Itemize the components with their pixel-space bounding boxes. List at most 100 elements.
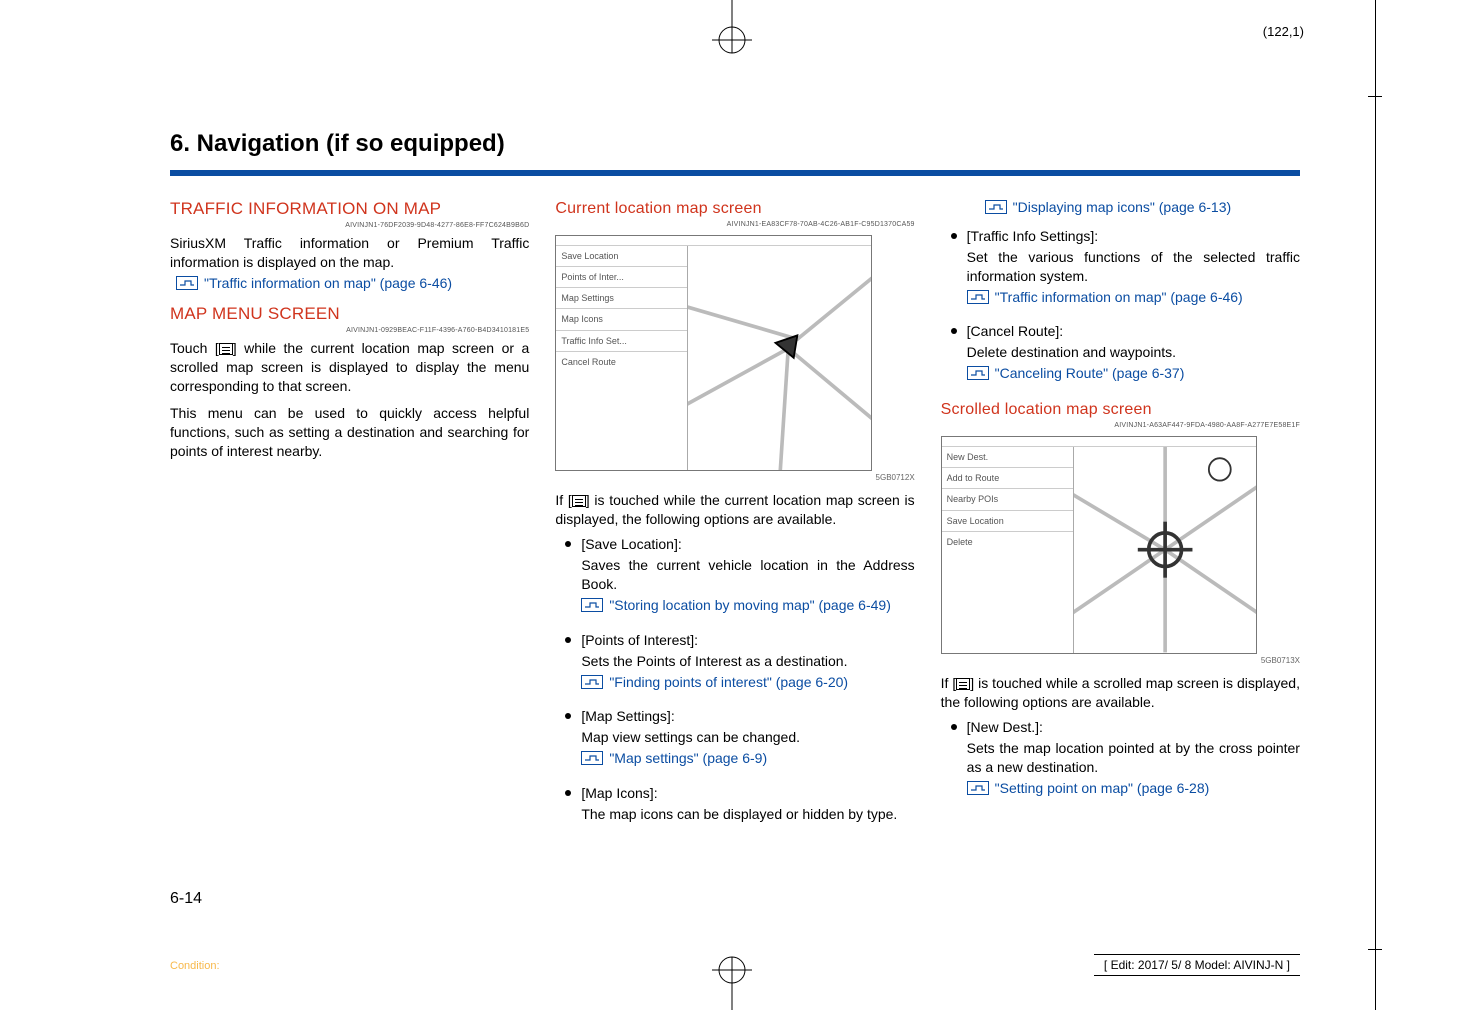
ref-link: "Map settings" (page 6-9) (581, 749, 914, 768)
bullet-desc: The map icons can be displayed or hidden… (581, 805, 914, 824)
bullet-dot-icon (565, 541, 571, 547)
bullet-item: [Cancel Route]: Delete destination and w… (951, 322, 1300, 393)
page-ref: (122,1) (1263, 24, 1304, 39)
hand-point-icon (581, 598, 603, 612)
ref-link: "Finding points of interest" (page 6-20) (581, 673, 914, 692)
bullet-desc: Set the various functions of the selecte… (967, 248, 1300, 286)
hand-point-icon (967, 781, 989, 795)
screenshot-map (1074, 447, 1256, 652)
ss-menu-item: Save Location (942, 511, 1073, 532)
ref-text: "Finding points of interest" (page 6-20) (609, 673, 848, 692)
ss-menu-item: Cancel Route (556, 352, 687, 372)
hand-point-icon (967, 366, 989, 380)
ref-text: "Traffic information on map" (page 6-46) (204, 274, 452, 293)
hand-point-icon (581, 751, 603, 765)
crop-mark-bottom (702, 949, 762, 1010)
paragraph: If [] is touched while the current locat… (555, 491, 914, 529)
bullet-label: [Cancel Route]: (967, 322, 1300, 341)
bullet-dot-icon (951, 328, 957, 334)
bullet-dot-icon (565, 637, 571, 643)
column-3: "Displaying map icons" (page 6-13) [Traf… (941, 198, 1300, 826)
ref-text: "Storing location by moving map" (page 6… (609, 596, 891, 615)
heading-traffic-info: TRAFFIC INFORMATION ON MAP (170, 198, 529, 221)
ss-menu-item: Map Icons (556, 309, 687, 330)
bullet-item: [Traffic Info Settings]: Set the various… (951, 227, 1300, 317)
ss-menu-item: Map Settings (556, 288, 687, 309)
bullet-desc: Sets the Points of Interest as a destina… (581, 652, 914, 671)
guid: AIVINJN1-EA83CF78-70AB-4C26-AB1F-C95D137… (555, 220, 914, 229)
hand-point-icon (967, 290, 989, 304)
hand-point-icon (985, 200, 1007, 214)
bullet-desc: Saves the current vehicle location in th… (581, 556, 914, 594)
bullet-item: [Points of Interest]: Sets the Points of… (565, 631, 914, 702)
ss-menu-item: Delete (942, 532, 1073, 552)
bullet-dot-icon (565, 790, 571, 796)
ss-menu-item: New Dest. (942, 447, 1073, 468)
bullet-item: [New Dest.]: Sets the map location point… (951, 718, 1300, 808)
screenshot-current-location: Save Location Points of Inter... Map Set… (555, 235, 871, 471)
content-frame: 6. Navigation (if so equipped) TRAFFIC I… (170, 130, 1300, 826)
edit-info: [ Edit: 2017/ 5/ 8 Model: AIVINJ-N ] (1094, 954, 1300, 976)
guid: AIVINJN1-0929BEAC-F11F-4396-A760-B4D3410… (170, 326, 529, 335)
bullet-item: [Map Icons]: The map icons can be displa… (565, 784, 914, 824)
ref-text: "Setting point on map" (page 6-28) (995, 779, 1210, 798)
screenshot-map (688, 246, 870, 470)
bullet-label: [Save Location]: (581, 535, 914, 554)
screenshot-menu-list: New Dest. Add to Route Nearby POIs Save … (942, 447, 1074, 652)
heading-current-location: Current location map screen (555, 198, 914, 220)
ref-text: "Canceling Route" (page 6-37) (995, 364, 1185, 383)
ref-link: "Displaying map icons" (page 6-13) (985, 198, 1300, 217)
condition-label: Condition: (170, 960, 220, 972)
crop-mark-top (702, 0, 762, 61)
ss-menu-item: Save Location (556, 246, 687, 267)
bullet-label: [Traffic Info Settings]: (967, 227, 1300, 246)
column-1: TRAFFIC INFORMATION ON MAP AIVINJN1-76DF… (170, 198, 529, 826)
ref-text: "Displaying map icons" (page 6-13) (1013, 198, 1232, 217)
bullet-label: [New Dest.]: (967, 718, 1300, 737)
ref-link: "Traffic information on map" (page 6-46) (176, 274, 529, 293)
ref-link: "Storing location by moving map" (page 6… (581, 596, 914, 615)
bullet-item: [Save Location]: Saves the current vehic… (565, 535, 914, 625)
guid: AIVINJN1-A63AF447-9FDA-4980-AA8F-A277E7E… (941, 421, 1300, 430)
heading-map-menu: MAP MENU SCREEN (170, 303, 529, 326)
bullet-desc: Map view settings can be changed. (581, 728, 914, 747)
bullet-label: [Points of Interest]: (581, 631, 914, 650)
columns: TRAFFIC INFORMATION ON MAP AIVINJN1-76DF… (170, 198, 1300, 826)
page-number: 6-14 (170, 890, 202, 908)
ref-text: "Traffic information on map" (page 6-46) (995, 288, 1243, 307)
bullet-dot-icon (565, 713, 571, 719)
bullet-dot-icon (951, 233, 957, 239)
paragraph: Touch [] while the current location map … (170, 339, 529, 396)
hand-point-icon (581, 675, 603, 689)
hand-point-icon (176, 276, 198, 290)
crop-mark-right (1375, 0, 1376, 1010)
text: ] is touched while a scrolled map screen… (941, 675, 1300, 710)
paragraph: SiriusXM Traffic information or Premium … (170, 234, 529, 272)
ref-text: "Map settings" (page 6-9) (609, 749, 767, 768)
bullet-label: [Map Settings]: (581, 707, 914, 726)
ref-link: "Traffic information on map" (page 6-46) (967, 288, 1300, 307)
screenshot-scrolled-location: New Dest. Add to Route Nearby POIs Save … (941, 436, 1257, 653)
ref-link: "Setting point on map" (page 6-28) (967, 779, 1300, 798)
ss-menu-item: Add to Route (942, 468, 1073, 489)
text: If [ (941, 675, 957, 691)
text: If [ (555, 492, 571, 508)
bullet-item: [Map Settings]: Map view settings can be… (565, 707, 914, 778)
screenshot-code: 5GB0712X (555, 473, 914, 484)
screenshot-menu-list: Save Location Points of Inter... Map Set… (556, 246, 688, 470)
bullet-desc: Sets the map location pointed at by the … (967, 739, 1300, 777)
guid: AIVINJN1-76DF2039-9D48-4277-86E8-FF7C624… (170, 221, 529, 230)
bullet-dot-icon (951, 724, 957, 730)
paragraph: If [] is touched while a scrolled map sc… (941, 674, 1300, 712)
title-rule (170, 170, 1300, 176)
menu-icon (219, 343, 233, 355)
screenshot-code: 5GB0713X (941, 656, 1300, 667)
paragraph: This menu can be used to quickly access … (170, 404, 529, 461)
ss-menu-item: Points of Inter... (556, 267, 687, 288)
text: Touch [ (170, 340, 219, 356)
heading-scrolled-location: Scrolled location map screen (941, 399, 1300, 421)
menu-icon (956, 678, 970, 690)
column-2: Current location map screen AIVINJN1-EA8… (555, 198, 914, 826)
text: ] is touched while the current location … (555, 492, 914, 527)
ref-link: "Canceling Route" (page 6-37) (967, 364, 1300, 383)
